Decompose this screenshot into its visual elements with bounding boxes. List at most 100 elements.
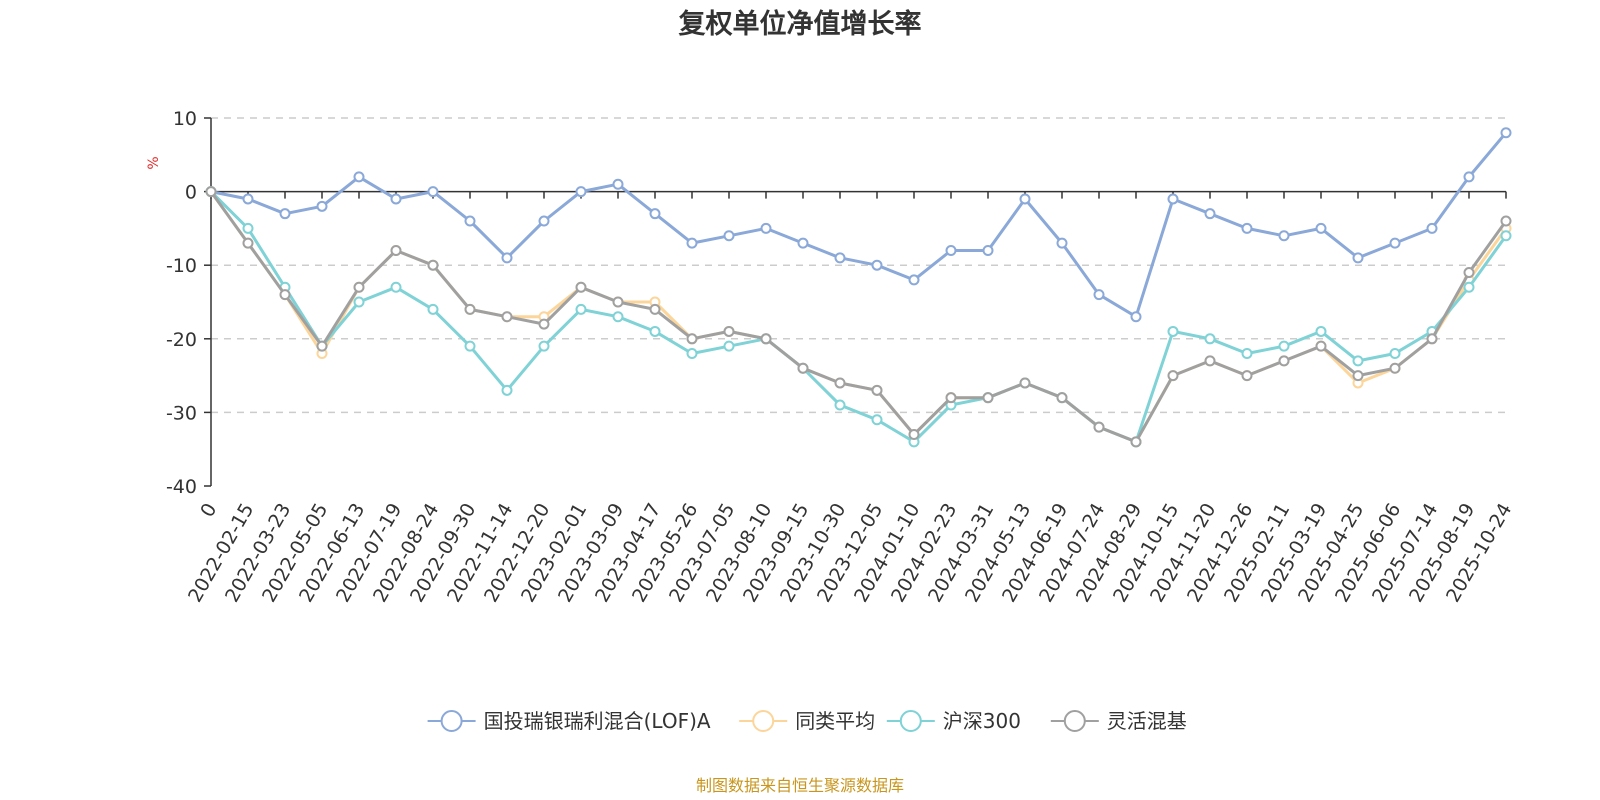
data-point bbox=[205, 186, 217, 198]
data-point bbox=[464, 340, 476, 352]
data-point bbox=[649, 303, 661, 315]
data-point bbox=[501, 384, 513, 396]
data-point bbox=[982, 244, 994, 256]
series-1 bbox=[205, 127, 1512, 323]
data-point bbox=[1204, 355, 1216, 367]
data-point bbox=[575, 303, 587, 315]
data-point bbox=[1130, 436, 1142, 448]
data-point bbox=[464, 215, 476, 227]
data-point bbox=[760, 333, 772, 345]
data-point bbox=[1167, 370, 1179, 382]
data-point bbox=[1389, 237, 1401, 249]
y-tick-label: 10 bbox=[173, 108, 197, 130]
data-point bbox=[1463, 267, 1475, 279]
data-point bbox=[908, 274, 920, 286]
data-point bbox=[501, 252, 513, 264]
data-point bbox=[1500, 127, 1512, 139]
data-point bbox=[279, 208, 291, 220]
data-point bbox=[390, 281, 402, 293]
y-axis-unit: % bbox=[146, 156, 162, 169]
data-point bbox=[353, 296, 365, 308]
data-point bbox=[1204, 333, 1216, 345]
data-point bbox=[427, 303, 439, 315]
data-point bbox=[1056, 237, 1068, 249]
data-point bbox=[1278, 340, 1290, 352]
legend-item[interactable]: 国投瑞银瑞利混合(LOF)A bbox=[427, 709, 711, 733]
data-point bbox=[797, 362, 809, 374]
data-point bbox=[1278, 355, 1290, 367]
data-point bbox=[242, 237, 254, 249]
data-point bbox=[945, 392, 957, 404]
data-point bbox=[242, 193, 254, 205]
data-point bbox=[1241, 370, 1253, 382]
data-point bbox=[834, 377, 846, 389]
data-point bbox=[1056, 392, 1068, 404]
data-source-note: 制图数据来自恒生聚源数据库 bbox=[696, 776, 904, 795]
data-point bbox=[575, 186, 587, 198]
data-point bbox=[1389, 348, 1401, 360]
legend-symbol-circle bbox=[1063, 710, 1086, 732]
data-point bbox=[1167, 325, 1179, 337]
x-axis-ticks: 02022-02-152022-03-232022-05-052022-06-1… bbox=[184, 191, 1516, 606]
data-point bbox=[1019, 193, 1031, 205]
data-point bbox=[242, 222, 254, 234]
data-point bbox=[871, 384, 883, 396]
data-point bbox=[1315, 222, 1327, 234]
data-point bbox=[908, 428, 920, 440]
series-line bbox=[209, 190, 1508, 444]
data-point bbox=[723, 325, 735, 337]
legend[interactable]: 国投瑞银瑞利混合(LOF)A 同类平均 沪深300 灵活混基 bbox=[427, 709, 1187, 733]
data-point bbox=[1093, 289, 1105, 301]
data-point bbox=[686, 348, 698, 360]
data-point bbox=[1426, 333, 1438, 345]
data-point bbox=[982, 392, 994, 404]
legend-label: 同类平均 bbox=[795, 709, 875, 733]
data-point bbox=[612, 178, 624, 190]
data-point bbox=[279, 289, 291, 301]
data-point bbox=[1463, 171, 1475, 183]
data-point bbox=[945, 244, 957, 256]
data-point bbox=[1241, 222, 1253, 234]
data-point bbox=[760, 222, 772, 234]
data-point bbox=[538, 215, 550, 227]
y-tick-label: 0 bbox=[185, 182, 197, 204]
data-point bbox=[1463, 281, 1475, 293]
data-point bbox=[686, 237, 698, 249]
legend-label: 灵活混基 bbox=[1107, 709, 1187, 733]
data-point bbox=[538, 340, 550, 352]
series-3 bbox=[205, 186, 1512, 448]
series-lines bbox=[205, 127, 1512, 448]
y-tick-label: -10 bbox=[166, 255, 197, 277]
data-point bbox=[464, 303, 476, 315]
data-point bbox=[353, 281, 365, 293]
data-point bbox=[1389, 362, 1401, 374]
data-point bbox=[1278, 230, 1290, 242]
legend-item[interactable]: 同类平均 bbox=[739, 709, 875, 733]
data-point bbox=[686, 333, 698, 345]
legend-item[interactable]: 灵活混基 bbox=[1050, 709, 1187, 733]
data-point bbox=[316, 200, 328, 212]
data-point bbox=[871, 414, 883, 426]
data-point bbox=[1500, 215, 1512, 227]
data-point bbox=[501, 311, 513, 323]
data-point bbox=[612, 311, 624, 323]
series-4 bbox=[205, 186, 1512, 448]
data-point bbox=[1093, 421, 1105, 433]
data-point bbox=[649, 208, 661, 220]
legend-item[interactable]: 沪深300 bbox=[886, 709, 1021, 733]
data-point bbox=[316, 340, 328, 352]
legend-symbol-circle bbox=[440, 710, 463, 732]
data-point bbox=[1241, 348, 1253, 360]
data-point bbox=[538, 318, 550, 330]
data-point bbox=[1204, 208, 1216, 220]
legend-symbol-circle bbox=[752, 710, 775, 732]
y-axis-ticks: 10 0 -10 -20 -30 -40 bbox=[166, 108, 211, 498]
data-point bbox=[1315, 340, 1327, 352]
data-point bbox=[1500, 230, 1512, 242]
data-point bbox=[427, 259, 439, 271]
legend-symbol-circle bbox=[899, 710, 922, 732]
x-tick-label: 0 bbox=[196, 500, 221, 521]
y-tick-label: -30 bbox=[166, 402, 197, 424]
data-point bbox=[797, 237, 809, 249]
